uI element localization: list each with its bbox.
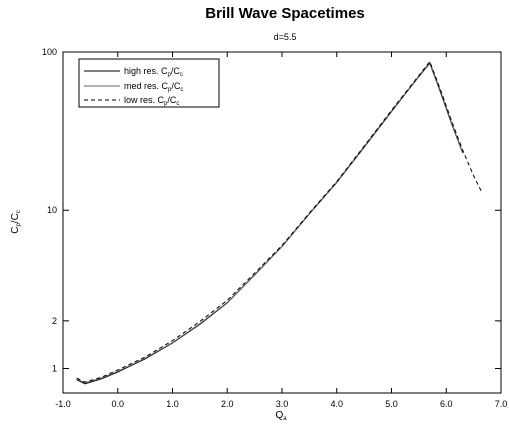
y-tick-label: 10 [47, 205, 57, 215]
x-tick-label: 7.0 [495, 399, 508, 409]
legend-label-high-res: high res. Cp/Cc [124, 66, 183, 78]
chart-title: Brill Wave Spacetimes [205, 5, 365, 22]
x-tick-label: 5.0 [385, 399, 398, 409]
y-axis-label: Cp/Cc [10, 210, 22, 234]
legend: high res. Cp/Cc med res. Cp/Cc low res. … [78, 58, 220, 108]
x-tick-label: 3.0 [276, 399, 289, 409]
x-tick-label: 0.0 [111, 399, 124, 409]
y-tick-label: 2 [52, 316, 57, 326]
x-axis-label: Qa [275, 410, 287, 422]
x-ticks: -1.0 0.0 1.0 2.0 3.0 4.0 5.0 6.0 7.0 [55, 52, 507, 409]
legend-label-low-res: low res. Cp/Cc [124, 95, 179, 107]
series-line-med-res [76, 61, 464, 384]
x-tick-label: 1.0 [166, 399, 179, 409]
x-tick-label: 2.0 [221, 399, 234, 409]
x-tick-label: -1.0 [55, 399, 71, 409]
series-line-low-res [76, 60, 483, 383]
y-ticks: 1 2 10 100 [42, 47, 501, 373]
series-layer [76, 60, 483, 385]
chart-subtitle: d=5.5 [274, 32, 297, 42]
y-tick-label: 100 [42, 47, 57, 57]
y-tick-label: 1 [52, 363, 57, 373]
legend-label-med-res: med res. Cp/Cc [124, 81, 183, 93]
x-tick-label: 4.0 [330, 399, 343, 409]
legend-box [78, 58, 220, 108]
x-tick-label: 6.0 [440, 399, 453, 409]
series-line-high-res [76, 62, 464, 385]
